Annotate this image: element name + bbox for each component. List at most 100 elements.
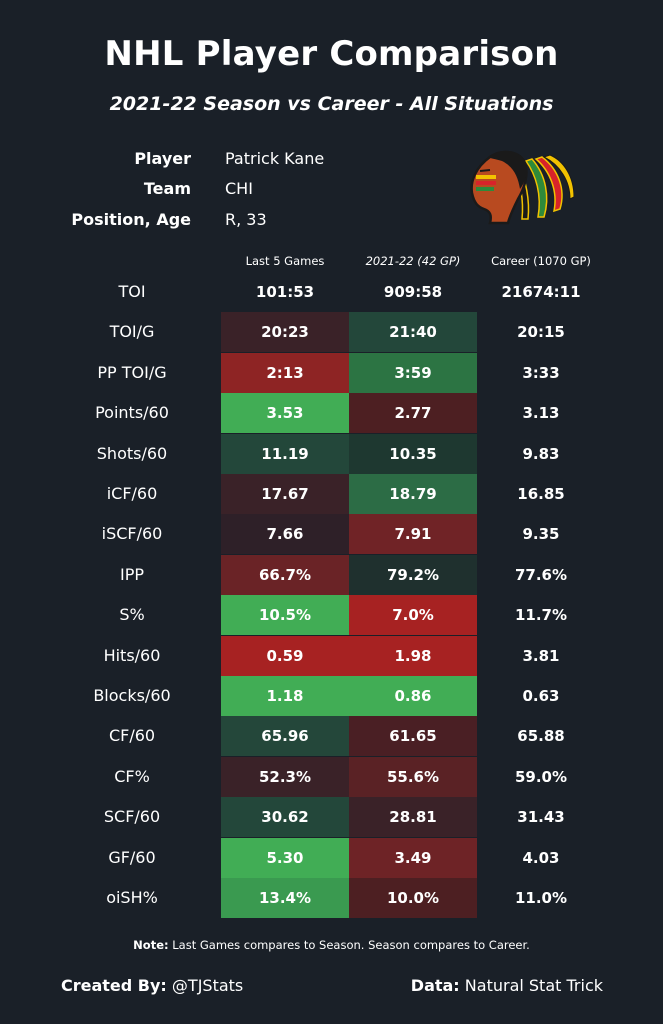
stat-label: iCF/60: [106, 484, 158, 503]
note-text: Last Games compares to Season. Season co…: [172, 938, 530, 952]
stat-cell: 0.63: [477, 676, 605, 716]
stat-cell: 59.0%: [477, 756, 605, 797]
stat-cell: 61.65: [349, 716, 477, 757]
stat-cell: 11.19: [221, 433, 349, 474]
stat-label: S%: [119, 605, 145, 625]
stat-row: iSCF/60 7.66 7.91 9.35: [0, 514, 663, 555]
data-source: Data: Natural Stat Trick: [411, 976, 603, 995]
created-by: Created By: @TJStats: [61, 976, 243, 995]
stat-label: GF/60: [108, 847, 156, 867]
footnote: Note: Last Games compares to Season. Sea…: [0, 938, 663, 952]
stat-cell: 16.85: [477, 474, 605, 514]
page-title: NHL Player Comparison: [104, 34, 559, 74]
stat-cell: 20:23: [221, 312, 349, 353]
stat-cell: 21:40: [349, 312, 477, 353]
stat-cell: 3:33: [477, 352, 605, 393]
page-subtitle: 2021-22 Season vs Career - All Situation…: [109, 93, 554, 115]
stat-cell: 31.43: [477, 797, 605, 838]
stat-cell: 10.5%: [221, 595, 349, 636]
stat-cell: 13.4%: [221, 878, 349, 918]
column-header-career: Career (1070 GP): [491, 254, 591, 268]
player-info-position-age: Position, Age R, 33: [0, 210, 663, 236]
stat-label: PP TOI/G: [97, 362, 167, 382]
stat-row: oiSH% 13.4% 10.0% 11.0%: [0, 878, 663, 918]
stat-cell: 909:58: [349, 272, 477, 312]
stat-label: TOI: [118, 282, 146, 301]
stat-cell: 55.6%: [349, 756, 477, 797]
stat-cell: 65.88: [477, 716, 605, 757]
stat-cell: 3.49: [349, 837, 477, 878]
column-header-last-5-games: Last 5 Games: [245, 254, 325, 268]
stat-cell: 65.96: [221, 716, 349, 757]
stat-cell: 77.6%: [477, 554, 605, 595]
stat-row: TOI 101:53 909:58 21674:11: [0, 272, 663, 312]
stat-cell: 11.7%: [477, 595, 605, 636]
stat-label: CF%: [114, 766, 150, 786]
stat-label: oiSH%: [106, 888, 158, 907]
stat-label: TOI/G: [109, 322, 155, 342]
info-value: R, 33: [225, 210, 267, 229]
stat-row: Shots/60 11.19 10.35 9.83: [0, 433, 663, 474]
stat-cell: 30.62: [221, 797, 349, 838]
stat-row: PP TOI/G 2:13 3:59 3:33: [0, 352, 663, 393]
stat-cell: 0.59: [221, 635, 349, 676]
stat-row: CF% 52.3% 55.6% 59.0%: [0, 756, 663, 797]
info-value: Patrick Kane: [225, 149, 325, 168]
stat-cell: 79.2%: [349, 554, 477, 595]
stat-cell: 3.53: [221, 393, 349, 434]
stat-cell: 7.91: [349, 514, 477, 555]
stat-row: iCF/60 17.67 18.79 16.85: [0, 474, 663, 514]
stat-label: iSCF/60: [101, 524, 163, 544]
data-source-label: Data:: [410, 976, 460, 995]
stat-cell: 3.13: [477, 393, 605, 434]
stat-cell: 52.3%: [221, 756, 349, 797]
stat-label: Blocks/60: [93, 686, 171, 705]
stat-row: Blocks/60 1.18 0.86 0.63: [0, 676, 663, 716]
stat-row: TOI/G 20:23 21:40 20:15: [0, 312, 663, 353]
stat-label: SCF/60: [103, 807, 161, 827]
stat-row: Hits/60 0.59 1.98 3.81: [0, 635, 663, 676]
stat-cell: 28.81: [349, 797, 477, 838]
stat-cell: 5.30: [221, 837, 349, 878]
stat-cell: 3:59: [349, 352, 477, 393]
stat-cell: 66.7%: [221, 554, 349, 595]
stat-label: Points/60: [95, 403, 169, 423]
stat-cell: 4.03: [477, 837, 605, 878]
stat-cell: 1.98: [349, 635, 477, 676]
created-by-value: @TJStats: [171, 976, 244, 995]
stat-cell: 7.66: [221, 514, 349, 555]
column-header-season: 2021-22 (42 GP): [365, 254, 461, 268]
stat-cell: 101:53: [221, 272, 349, 312]
stat-cell: 10.0%: [349, 878, 477, 918]
stat-cell: 9.35: [477, 514, 605, 555]
stat-cell: 18.79: [349, 474, 477, 514]
stat-cell: 20:15: [477, 312, 605, 353]
player-info-team: Team CHI: [0, 179, 663, 205]
stat-row: IPP 66.7% 79.2% 77.6%: [0, 554, 663, 595]
info-label: Player: [134, 149, 191, 168]
stat-cell: 0.86: [349, 676, 477, 716]
created-by-label: Created By:: [61, 976, 167, 995]
stat-row: Points/60 3.53 2.77 3.13: [0, 393, 663, 434]
note-label: Note:: [133, 938, 169, 952]
stat-cell: 2.77: [349, 393, 477, 434]
stat-cell: 11.0%: [477, 878, 605, 918]
info-label: Team: [143, 179, 191, 198]
chicago-blackhawks-logo-icon: [470, 150, 574, 225]
stat-cell: 7.0%: [349, 595, 477, 636]
stat-label: Shots/60: [96, 443, 168, 463]
stat-cell: 9.83: [477, 433, 605, 474]
stat-row: S% 10.5% 7.0% 11.7%: [0, 595, 663, 636]
info-value: CHI: [225, 179, 253, 198]
stat-label: Hits/60: [103, 645, 161, 665]
stat-cell: 1.18: [221, 676, 349, 716]
info-label: Position, Age: [71, 210, 191, 229]
stat-cell: 17.67: [221, 474, 349, 514]
data-source-value: Natural Stat Trick: [464, 976, 603, 995]
stat-row: CF/60 65.96 61.65 65.88: [0, 716, 663, 757]
stat-label: IPP: [119, 564, 144, 584]
stat-row: GF/60 5.30 3.49 4.03: [0, 837, 663, 878]
stat-cell: 21674:11: [477, 272, 605, 312]
stat-cell: 2:13: [221, 352, 349, 393]
stat-cell: 10.35: [349, 433, 477, 474]
